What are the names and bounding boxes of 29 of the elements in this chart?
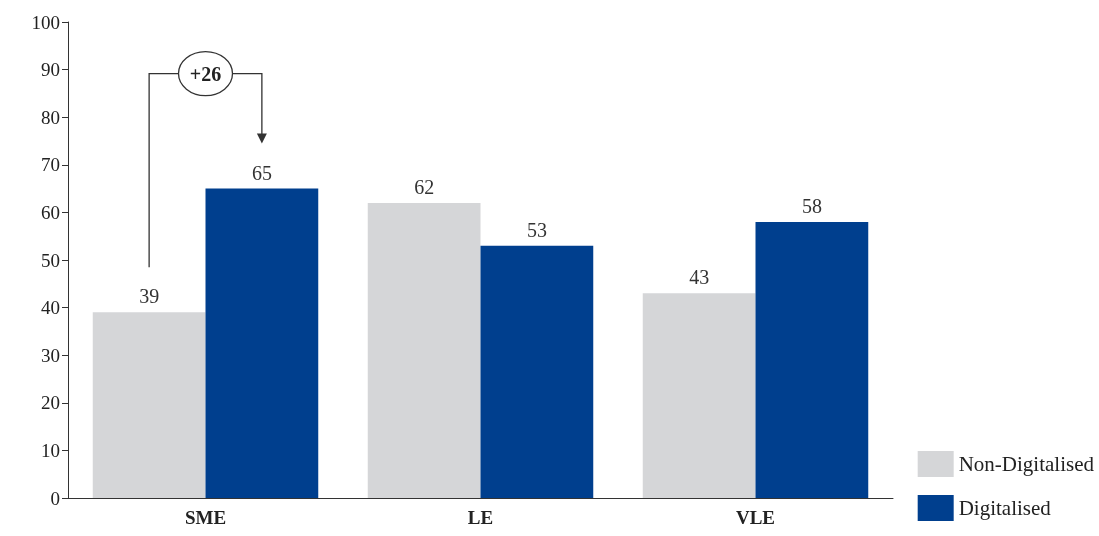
- y-tick-label: 0: [50, 487, 60, 509]
- bar: [367, 202, 481, 498]
- x-tick-label: SME: [184, 507, 227, 528]
- y-tick-label: 100: [31, 11, 60, 33]
- bar: [205, 188, 319, 498]
- data-label: 58: [801, 194, 822, 217]
- y-tick-label: 20: [41, 392, 60, 414]
- annotation: +26: [189, 62, 222, 85]
- data-label: 65: [251, 161, 272, 184]
- bar: [642, 293, 756, 498]
- x-tick-label: VLE: [735, 507, 776, 528]
- legend-label: Non-Digitalised: [958, 452, 1095, 476]
- y-tick-label: 60: [41, 201, 60, 223]
- y-tick-label: 80: [41, 106, 60, 128]
- legend-label: Digitalised: [958, 496, 1052, 520]
- bar: [755, 221, 869, 498]
- y-tick-label: 70: [41, 154, 60, 176]
- y-tick-label: 90: [41, 59, 60, 81]
- bar: [480, 245, 594, 498]
- y-tick-label: 30: [41, 344, 60, 366]
- data-label: 39: [139, 285, 160, 308]
- data-label: 62: [414, 175, 435, 198]
- data-label: 53: [526, 218, 547, 241]
- bar: [92, 312, 206, 498]
- x-tick-label: LE: [467, 507, 494, 528]
- data-label: 43: [689, 266, 710, 289]
- y-tick-label: 10: [41, 439, 60, 461]
- y-tick-label: 40: [41, 297, 60, 319]
- y-tick-label: 50: [41, 249, 60, 271]
